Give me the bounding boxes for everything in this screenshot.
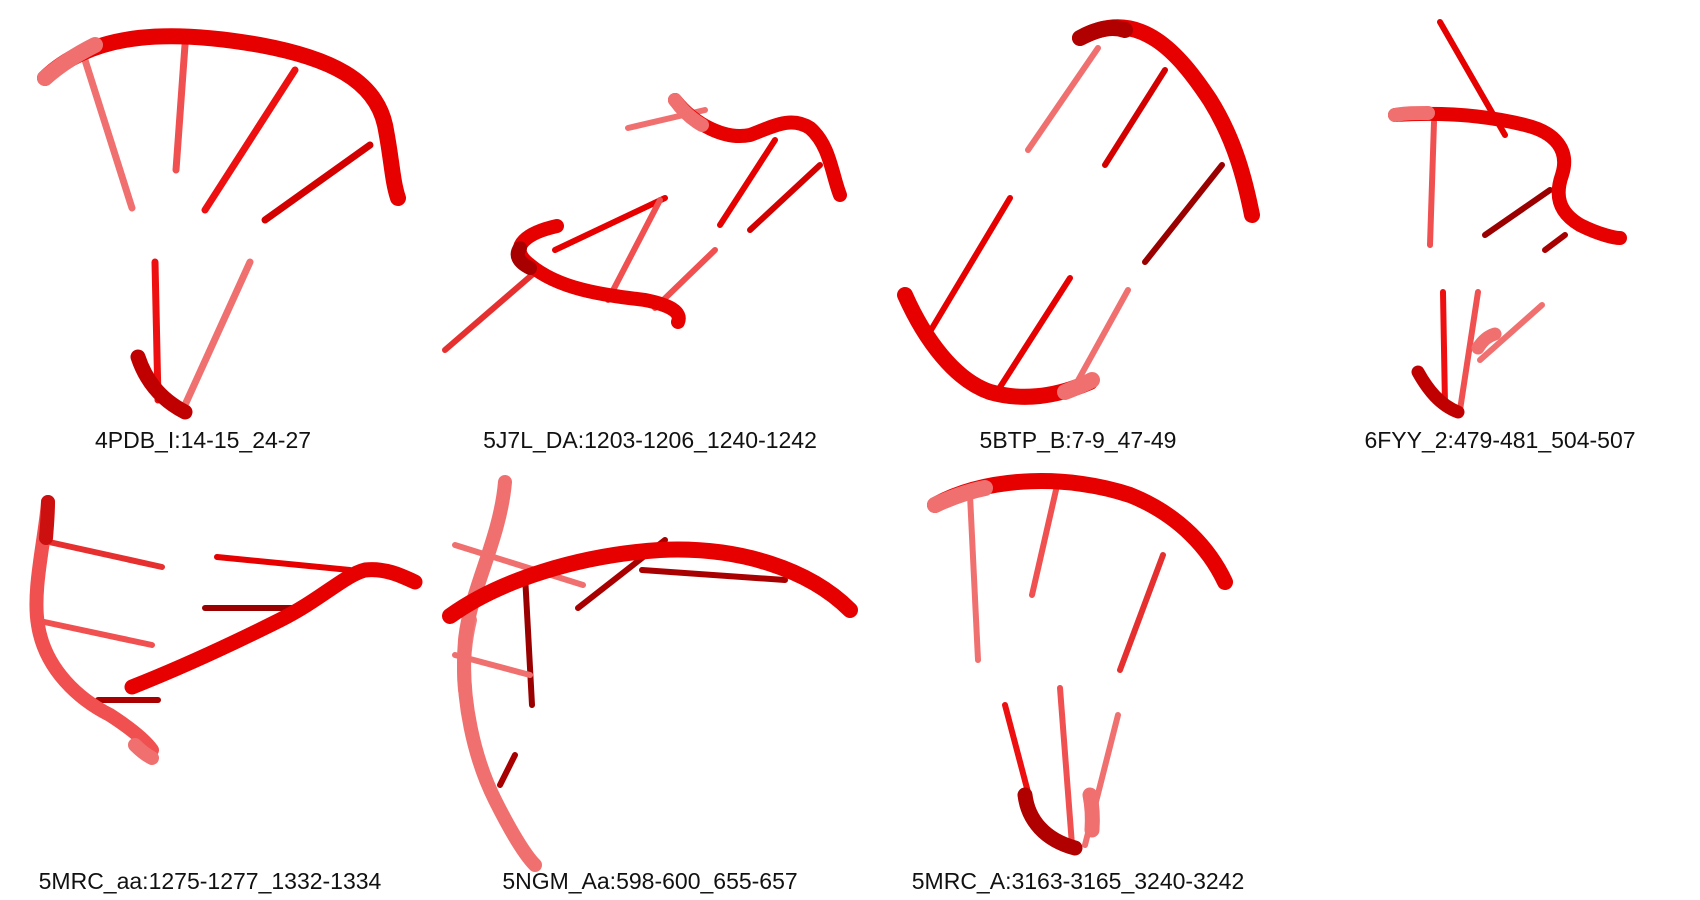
rna-structure-5j7l xyxy=(442,93,847,353)
structure-panel-5mrc-a: 5MRC_A:3163-3165_3240-3242 xyxy=(880,460,1300,900)
rna-structure-4pdb xyxy=(37,28,406,420)
structure-label-5ngm: 5NGM_Aa:598-600_655-657 xyxy=(502,868,798,894)
rna-structure-5btp xyxy=(897,19,1260,405)
rna-structure-5mrc-a xyxy=(927,473,1233,856)
structure-panel-6fyy: 6FYY_2:479-481_504-507 xyxy=(1300,0,1700,453)
structure-panel-5btp: 5BTP_B:7-9_47-49 xyxy=(860,0,1280,453)
rna-structure-5ngm xyxy=(442,475,858,872)
structure-label-5mrc-aa: 5MRC_aa:1275-1277_1332-1334 xyxy=(38,868,382,894)
structure-label-6fyy: 6FYY_2:479-481_504-507 xyxy=(1364,427,1636,453)
structure-panel-5mrc-aa: 5MRC_aa:1275-1277_1332-1334 xyxy=(0,460,423,900)
rna-structure-5mrc-aa xyxy=(29,495,423,765)
structure-label-5btp: 5BTP_B:7-9_47-49 xyxy=(979,427,1177,453)
rna-structure-6fyy xyxy=(1388,19,1627,419)
structure-panel-4pdb: 4PDB_I:14-15_24-27 xyxy=(0,0,406,453)
structure-panel-5ngm: 5NGM_Aa:598-600_655-657 xyxy=(440,460,860,900)
structure-label-5j7l: 5J7L_DA:1203-1206_1240-1242 xyxy=(483,427,817,453)
structure-panel-5j7l: 5J7L_DA:1203-1206_1240-1242 xyxy=(420,0,847,453)
structure-label-4pdb: 4PDB_I:14-15_24-27 xyxy=(94,427,312,453)
structure-label-5mrc-a: 5MRC_A:3163-3165_3240-3242 xyxy=(911,868,1245,894)
